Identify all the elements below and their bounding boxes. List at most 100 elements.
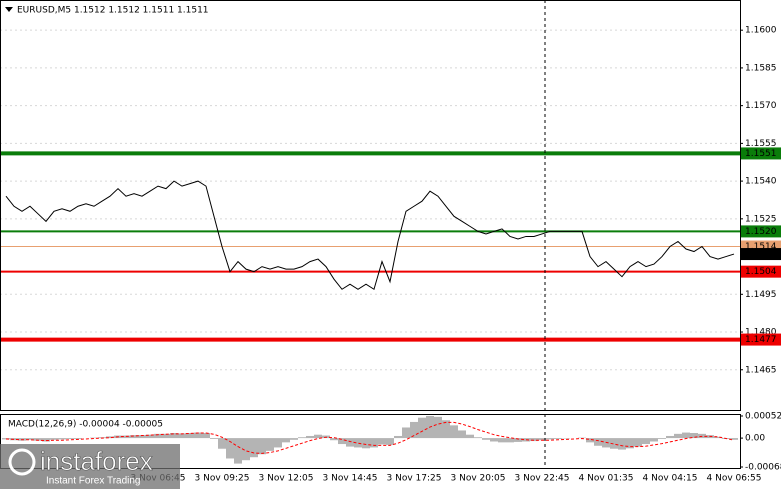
histogram-bar <box>146 434 154 439</box>
level-label: 1.1504 <box>745 267 777 277</box>
y-tick-label: 1.1465 <box>745 365 777 375</box>
histogram-bar <box>218 438 226 449</box>
histogram-bar <box>730 438 738 440</box>
axis-layer: 1.1600 1.1585 1.1570 1.1555 1.1540 1.1525 1.14… <box>131 26 781 484</box>
histogram-bar <box>610 438 618 449</box>
histogram-bar <box>594 438 602 446</box>
histogram-bar <box>458 430 466 439</box>
price-line <box>5 180 735 291</box>
x-tick-label: 3 Nov 09:25 <box>195 474 250 484</box>
y-tick-label: 0.00 <box>745 434 765 444</box>
histogram-bar <box>346 438 354 447</box>
histogram-bar <box>66 438 74 439</box>
histogram-bar <box>482 438 490 440</box>
histogram-bar <box>586 438 594 443</box>
signal-line <box>5 421 735 454</box>
histogram-bar <box>74 438 82 439</box>
histogram-bar <box>106 436 114 439</box>
histogram-bar <box>210 438 218 439</box>
histogram-bar <box>714 436 722 439</box>
histogram-bar <box>178 433 186 439</box>
histogram-bar <box>306 435 314 439</box>
histogram-bar <box>466 434 474 439</box>
histogram-bar <box>642 438 650 445</box>
histogram-bar <box>314 434 322 439</box>
histogram-bar <box>682 432 690 439</box>
histogram-bar <box>514 438 522 442</box>
histogram-bar <box>554 438 562 439</box>
level-label: 1.1520 <box>745 227 777 237</box>
histogram-bar <box>674 433 682 439</box>
histogram-bar <box>498 438 506 443</box>
level-label: 1.1551 <box>745 149 777 159</box>
symbol-icon <box>5 7 13 12</box>
histogram-bar <box>162 433 170 439</box>
histogram-bar <box>154 433 162 439</box>
y-tick-label: 1.1480 <box>745 328 777 338</box>
histogram-bar <box>202 433 210 439</box>
level-label-bg <box>741 333 781 346</box>
histogram-bar <box>234 438 242 464</box>
histogram-bar <box>690 433 698 439</box>
histogram-bar <box>58 438 66 440</box>
histogram-bar <box>26 438 34 440</box>
y-tick-label: 0.00052 <box>745 412 781 422</box>
histogram-bar <box>546 438 554 440</box>
y-tick-label: 1.1570 <box>745 101 777 111</box>
level-label-bg <box>741 147 781 160</box>
x-tick-label: 3 Nov 14:45 <box>323 474 378 484</box>
histogram-bar <box>186 433 194 439</box>
histogram-bar <box>618 438 626 450</box>
histogram-bar <box>42 438 50 442</box>
macd-frame <box>0 414 741 469</box>
macd-title: MACD(12,26,9) -0.00004 -0.00005 <box>8 420 163 430</box>
histogram-bar <box>666 435 674 439</box>
x-tick-label: 3 Nov 12:05 <box>259 474 314 484</box>
x-tick-label: 3 Nov 17:25 <box>387 474 442 484</box>
y-tick-label: 1.1555 <box>745 139 777 149</box>
histogram-bar <box>418 417 426 439</box>
brand: instaforex <box>40 446 153 476</box>
histogram-bar <box>194 432 202 439</box>
histogram-bar <box>402 427 410 439</box>
x-tick-label: 3 Nov 22:45 <box>515 474 570 484</box>
x-tick-label: 3 Nov 20:05 <box>451 474 506 484</box>
histogram-bar <box>474 437 482 439</box>
last-price-label: 1.1511 <box>745 250 777 260</box>
histogram-bar <box>410 421 418 439</box>
chart-title: EURUSD,M5 1.1512 1.1512 1.1511 1.1511 <box>17 6 209 16</box>
level-label-bg <box>741 265 781 278</box>
histogram-bar <box>394 435 402 439</box>
histogram-bar <box>362 438 370 449</box>
histogram-bar <box>258 438 266 455</box>
y-tick-label: 1.1585 <box>745 63 777 73</box>
x-tick-label: 4 Nov 01:35 <box>579 474 634 484</box>
y-tick-label: 1.1540 <box>745 177 777 187</box>
histogram-bar <box>130 435 138 439</box>
histogram-bar <box>34 438 42 441</box>
histogram-bar <box>522 438 530 442</box>
histogram-bar <box>538 438 546 441</box>
histogram-bar <box>434 416 442 439</box>
level-label: 1.1514 <box>745 242 777 252</box>
histogram-bar <box>226 438 234 459</box>
histogram-bar <box>650 438 658 442</box>
y-tick-label: 1.1495 <box>745 290 777 300</box>
histogram-bar <box>290 438 298 440</box>
histogram-bar <box>330 438 338 441</box>
histogram-bar <box>10 438 18 441</box>
histogram-bar <box>442 420 450 439</box>
histogram-bar <box>626 438 634 449</box>
histogram-bar <box>338 438 346 445</box>
histogram-bar <box>138 435 146 439</box>
level-label: 1.1477 <box>745 335 777 345</box>
histogram-bar <box>370 438 378 448</box>
histogram-bar <box>658 438 666 439</box>
y-tick-label: 1.1600 <box>745 26 777 36</box>
x-tick-label: 4 Nov 06:55 <box>707 474 762 484</box>
histogram-bar <box>50 438 58 440</box>
logo-icon <box>8 448 36 476</box>
histogram-bar <box>282 438 290 443</box>
